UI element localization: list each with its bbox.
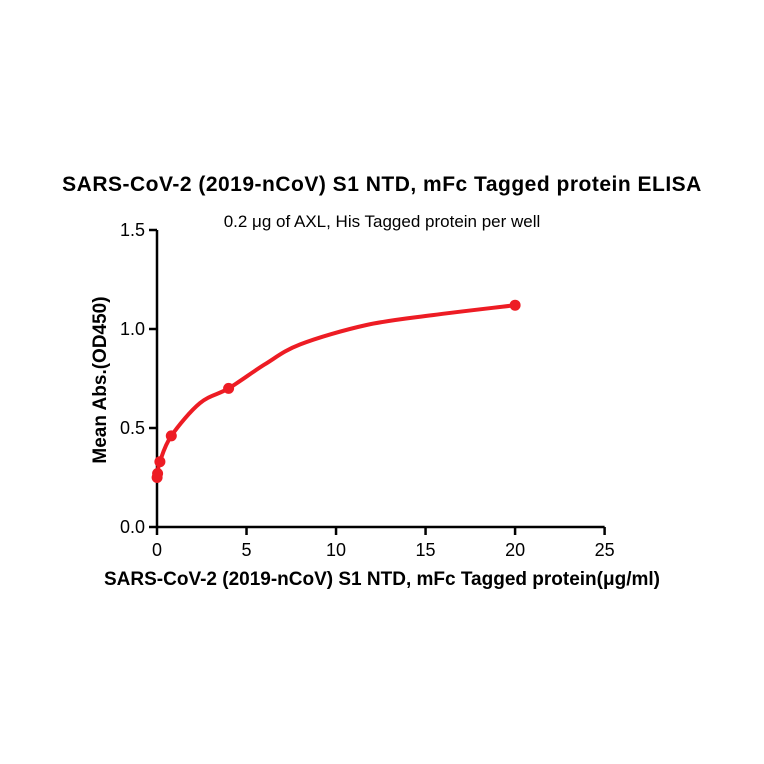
data-point (509, 299, 521, 311)
y-tick-label: 1.5 (120, 220, 145, 240)
x-tick-label: 15 (416, 540, 436, 560)
data-point (223, 382, 235, 394)
x-axis-title: SARS-CoV-2 (2019-nCoV) S1 NTD, mFc Tagge… (104, 569, 660, 590)
data-point (154, 456, 166, 468)
x-tick-label: 0 (152, 540, 162, 560)
x-tick-label: 25 (595, 540, 615, 560)
fit-curve (155, 303, 518, 480)
data-point (165, 430, 177, 442)
x-tick-label: 5 (242, 540, 252, 560)
y-tick-label: 1.0 (120, 319, 145, 339)
x-tick-label: 20 (505, 540, 525, 560)
chart-subtitle: 0.2 μg of AXL, His Tagged protein per we… (223, 212, 541, 231)
x-tick-label: 10 (326, 540, 346, 560)
data-point (152, 468, 164, 479)
y-tick-label: 0.0 (120, 517, 145, 537)
axis-spines (155, 230, 605, 529)
y-tick-label: 0.5 (120, 418, 145, 438)
chart-title: SARS-CoV-2 (2019-nCoV) S1 NTD, mFc Tagge… (62, 173, 702, 196)
